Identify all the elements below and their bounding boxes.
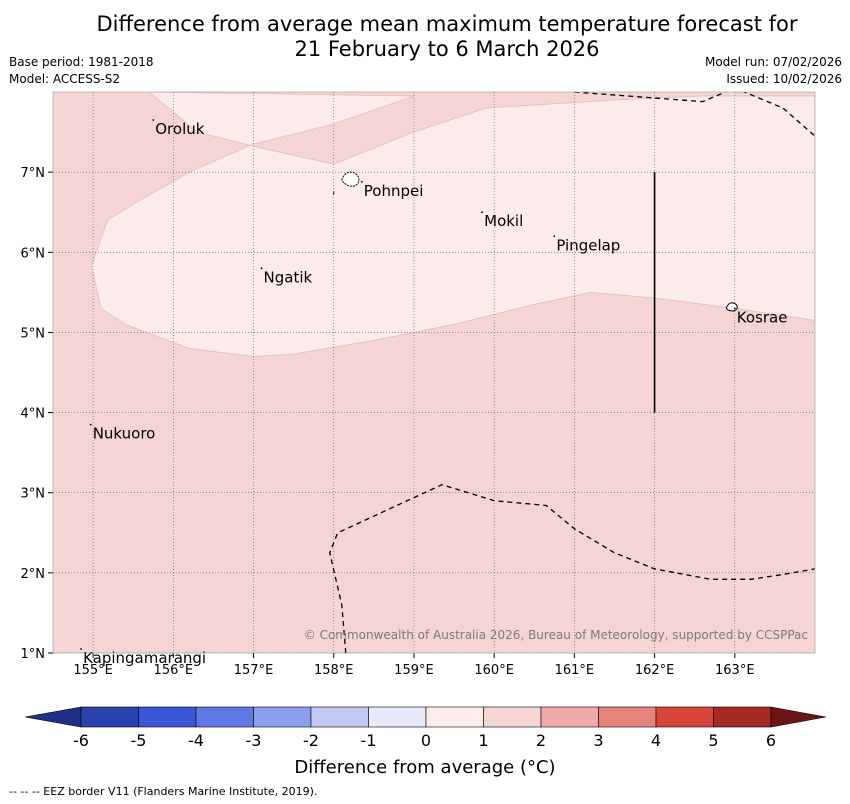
colorbar-tick-label: 6 <box>766 731 776 750</box>
place-marker <box>553 235 556 238</box>
colorbar-bin <box>425 706 484 728</box>
colorbar-tick-label: -6 <box>73 731 89 750</box>
meta-right: Model run: 07/02/2026 Issued: 10/02/2026 <box>705 54 842 88</box>
place-label: Kosrae <box>737 308 788 326</box>
colorbar-extend-low <box>24 706 82 728</box>
place-label: Pohnpei <box>364 182 424 200</box>
tick-label-lat: 6°N <box>21 246 46 261</box>
colorbar-bin <box>483 706 542 728</box>
plot-frame <box>52 91 816 654</box>
tick-label-lat: 1°N <box>21 647 46 662</box>
colorbar-bin <box>195 706 254 728</box>
map-title: Difference from average mean maximum tem… <box>0 12 850 62</box>
colorbar-bin <box>540 706 599 728</box>
tick-label-lon: 160°E <box>474 663 514 678</box>
colorbar-tick-label: -3 <box>246 731 262 750</box>
colorbar-tick-label: -5 <box>131 731 147 750</box>
colorbar-bin <box>253 706 312 728</box>
place-marker <box>481 211 484 214</box>
title-line-1: Difference from average mean maximum tem… <box>96 12 798 36</box>
tick-label-lat: 4°N <box>21 407 46 422</box>
colorbar-tick-label: 2 <box>536 731 546 750</box>
colorbar-bin <box>80 706 139 728</box>
tick-label-lon: 159°E <box>394 663 434 678</box>
colorbar-tick-label: -2 <box>303 731 319 750</box>
place-label: Nukuoro <box>93 425 156 443</box>
colorbar: -6 -5 -4 -3 -2 -1 0 1 2 3 4 5 6 <box>24 706 827 750</box>
colorbar-tick-label: 5 <box>708 731 718 750</box>
model-name: Model: ACCESS-S2 <box>9 72 121 86</box>
colorbar-title: Difference from average (°C) <box>294 757 556 778</box>
model-run: Model run: 07/02/2026 <box>704 55 842 69</box>
place-marker <box>89 423 92 426</box>
colorbar-extend-high <box>770 706 827 728</box>
colorbar-tick-label: 0 <box>421 731 431 750</box>
place-marker <box>360 180 363 183</box>
place-marker <box>80 648 82 650</box>
colorbar-tick-label: 1 <box>478 731 488 750</box>
tick-label-lat: 5°N <box>21 326 46 341</box>
colorbar-bin <box>368 706 427 728</box>
place-label: Ngatik <box>264 268 313 286</box>
colorbar-bin <box>598 706 657 728</box>
place-label: Oroluk <box>155 120 204 138</box>
place-marker <box>260 267 263 270</box>
colorbar-bin <box>138 706 197 728</box>
tick-label-lat: 2°N <box>21 567 46 582</box>
colorbar-bin <box>655 706 714 728</box>
colorbar-bin <box>310 706 369 728</box>
tick-label-lon: 156°E <box>154 663 194 678</box>
colorbar-tick-label: -1 <box>361 731 377 750</box>
tick-label-lon: 161°E <box>555 663 595 678</box>
place-label: Mokil <box>484 212 523 230</box>
base-period: Base period: 1981-2018 <box>9 55 154 69</box>
place-marker <box>152 119 155 121</box>
tick-label-lon: 158°E <box>314 663 354 678</box>
tick-label-lon: 162°E <box>635 663 675 678</box>
colorbar-tick-label: -4 <box>188 731 204 750</box>
tick-label-lon: 157°E <box>234 663 274 678</box>
tick-label-lat: 7°N <box>21 166 46 181</box>
tick-label-lon: 163°E <box>715 663 755 678</box>
colorbar-tick-label: 3 <box>593 731 603 750</box>
anomaly-region-light <box>91 92 815 357</box>
colorbar-tick-label: 4 <box>651 731 661 750</box>
place-label: Pingelap <box>556 236 620 254</box>
tick-label-lon: 155°E <box>73 663 113 678</box>
map-layer: 155°E 156°E 157°E 158°E 159°E 160°E 161°E 162°E… <box>21 91 816 678</box>
eez-border-south <box>329 484 815 653</box>
place-label: Kapingamarangi <box>83 649 206 667</box>
eez-legend: -- -- -- EEZ border V11 (Flanders Marine… <box>9 785 318 798</box>
copyright-notice: © Commonwealth of Australia 2026, Bureau… <box>304 628 808 642</box>
title-line-2: 21 February to 6 March 2026 <box>294 37 600 61</box>
colorbar-bin <box>713 706 772 728</box>
issued-date: Issued: 10/02/2026 <box>726 72 842 86</box>
place-marker <box>733 307 736 310</box>
pohnpei-island-outline <box>341 171 360 187</box>
meta-left: Base period: 1981-2018 Model: ACCESS-S2 <box>9 54 154 88</box>
tick-label-lat: 3°N <box>21 487 46 502</box>
eez-border-north <box>574 92 815 137</box>
